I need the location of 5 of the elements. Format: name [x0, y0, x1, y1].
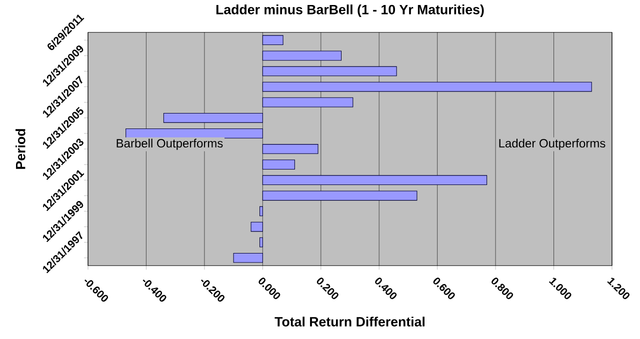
annotation: Ladder Outperforms — [499, 138, 606, 150]
y-axis-title: Period — [16, 129, 26, 169]
annotation: Barbell Outperforms — [116, 138, 223, 150]
chart-title: Ladder minus BarBell (1 - 10 Yr Maturities) — [216, 4, 484, 17]
x-axis-title: Total Return Differential — [274, 316, 424, 326]
